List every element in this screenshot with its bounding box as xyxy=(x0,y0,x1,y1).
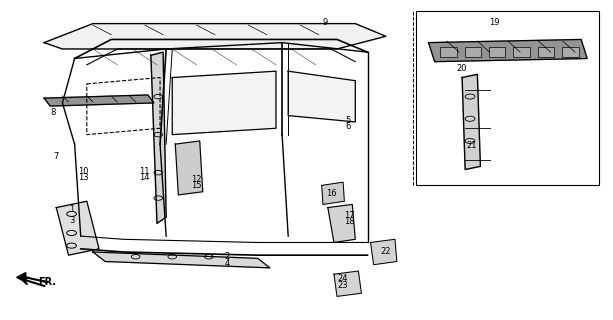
Text: 18: 18 xyxy=(344,217,354,226)
Text: 11: 11 xyxy=(140,167,150,176)
Text: 16: 16 xyxy=(326,189,336,198)
Polygon shape xyxy=(17,273,26,282)
FancyBboxPatch shape xyxy=(489,47,506,57)
Text: 8: 8 xyxy=(50,108,56,117)
Polygon shape xyxy=(44,24,386,49)
FancyBboxPatch shape xyxy=(513,47,530,57)
Text: FR.: FR. xyxy=(38,277,56,287)
Polygon shape xyxy=(56,201,99,255)
Polygon shape xyxy=(322,182,345,204)
Text: 3: 3 xyxy=(69,216,74,225)
Text: 17: 17 xyxy=(344,211,354,220)
Text: 21: 21 xyxy=(466,141,476,150)
Text: 24: 24 xyxy=(338,275,348,284)
FancyBboxPatch shape xyxy=(440,47,457,57)
Polygon shape xyxy=(334,271,362,296)
Text: 5: 5 xyxy=(345,116,351,125)
Text: 23: 23 xyxy=(338,281,348,290)
Polygon shape xyxy=(93,252,270,268)
Text: 14: 14 xyxy=(140,173,150,182)
Polygon shape xyxy=(175,141,203,195)
Text: 9: 9 xyxy=(322,18,327,27)
Polygon shape xyxy=(288,71,356,122)
Polygon shape xyxy=(172,71,276,135)
Polygon shape xyxy=(151,52,166,223)
Text: 7: 7 xyxy=(53,152,59,161)
Polygon shape xyxy=(371,239,397,265)
Text: 13: 13 xyxy=(78,173,89,182)
FancyBboxPatch shape xyxy=(562,47,579,57)
Text: 4: 4 xyxy=(224,259,230,268)
Polygon shape xyxy=(462,74,481,170)
Polygon shape xyxy=(328,204,356,243)
Text: 15: 15 xyxy=(191,181,202,190)
Text: 12: 12 xyxy=(191,174,202,184)
Text: 22: 22 xyxy=(381,247,391,257)
Text: 10: 10 xyxy=(78,167,89,176)
Text: 1: 1 xyxy=(69,205,74,214)
FancyBboxPatch shape xyxy=(465,47,481,57)
FancyBboxPatch shape xyxy=(538,47,554,57)
Text: 20: 20 xyxy=(457,63,467,73)
Text: 19: 19 xyxy=(489,18,500,27)
Text: 2: 2 xyxy=(224,252,230,261)
Polygon shape xyxy=(44,95,154,106)
FancyBboxPatch shape xyxy=(416,11,600,185)
Polygon shape xyxy=(428,39,587,62)
Text: 6: 6 xyxy=(345,122,351,131)
